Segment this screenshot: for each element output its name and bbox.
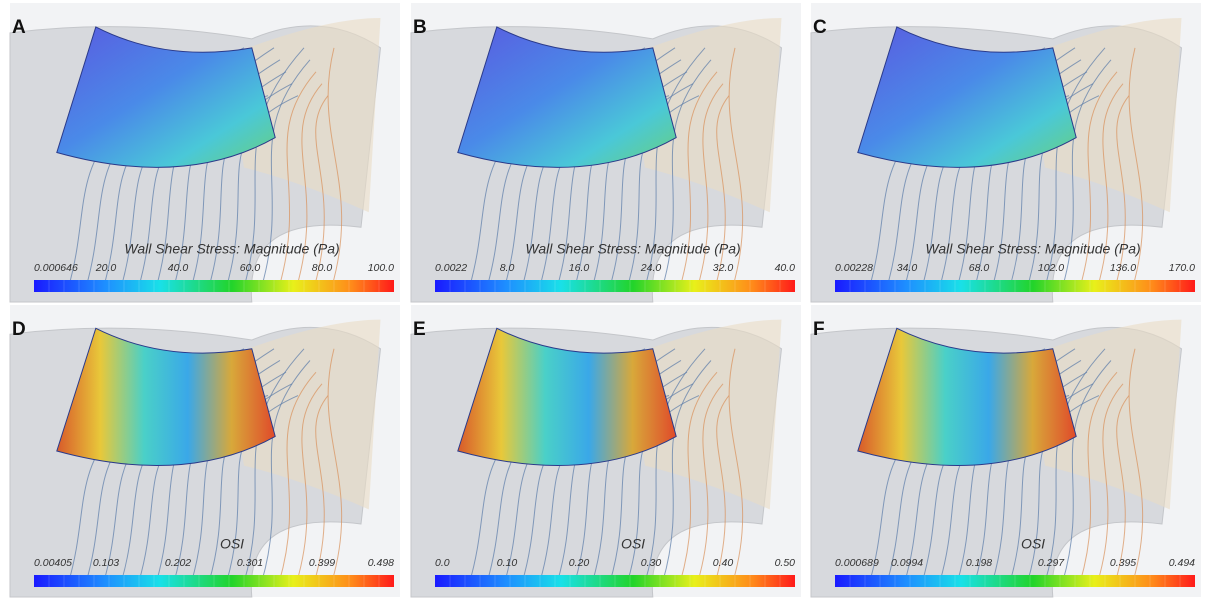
colorbar-tick-label: 0.00405 [34, 557, 72, 569]
colorbar-tick-label: 0.000689 [835, 557, 879, 569]
colorbar-tick-label: 0.20 [569, 557, 590, 569]
colorbar-tick-label: 100.0 [368, 262, 394, 274]
colorbar-title: OSI [1021, 536, 1045, 552]
colorbar-tick-label: 0.30 [641, 557, 662, 569]
colorbar-tick-label: 0.10 [497, 557, 518, 569]
colorbar-tick-label: 20.0 [95, 262, 117, 274]
colorbar-tick-label: 102.0 [1038, 262, 1064, 274]
panel: C Wall Shear Stress: Magnitude (Pa) 0.0022… [811, 3, 1201, 302]
panel-label: D [12, 319, 26, 340]
colorbar-tick-label: 0.399 [309, 557, 335, 569]
panel-label: F [813, 319, 825, 340]
colorbar-tick-label: 32.0 [713, 262, 734, 274]
colorbar-tick-label: 0.0994 [891, 557, 923, 569]
colorbar-tick-label: 24.0 [640, 262, 662, 274]
colorbar-tick-label: 34.0 [897, 262, 918, 274]
colorbar-tick-label: 68.0 [969, 262, 990, 274]
colorbar-tick-label: 170.0 [1169, 262, 1195, 274]
panel-label: A [12, 17, 26, 38]
panel-label: C [813, 17, 827, 38]
colorbar-title: OSI [621, 536, 645, 552]
colorbar-title: Wall Shear Stress: Magnitude (Pa) [124, 241, 339, 257]
colorbar-title: OSI [220, 536, 244, 552]
colorbar-tick-label: 0.00228 [835, 262, 873, 274]
colorbar-tick-label: 0.50 [775, 557, 796, 569]
colorbar-tick-label: 0.198 [966, 557, 992, 569]
panel: B Wall Shear Stress: Magnitude (Pa) 0.0022… [411, 3, 801, 302]
colorbar-tick-label: 0.40 [713, 557, 734, 569]
panel: D OSI 0.00405 0.103 0.202 0.301 0.399 0.498 [10, 305, 400, 597]
colorbar-tick-label: 0.395 [1110, 557, 1136, 569]
colorbar-tick-label: 0.494 [1169, 557, 1195, 569]
colorbar-tick-label: 136.0 [1110, 262, 1136, 274]
colorbar-tick-label: 40.0 [168, 262, 189, 274]
colorbar-title: Wall Shear Stress: Magnitude (Pa) [925, 241, 1140, 257]
colorbar-tick-label: 0.0 [435, 557, 450, 569]
panel: E OSI 0.0 0.10 0.20 0.30 0.40 0.50 [411, 305, 801, 597]
panel: A Wall Shear Stress: Magnitude (Pa) 0.0006… [10, 3, 400, 302]
colorbar-tick-label: 16.0 [569, 262, 590, 274]
colorbar-tick-label: 0.297 [1038, 557, 1065, 569]
figure: A Wall Shear Stress: Magnitude (Pa) 0.0006… [0, 0, 1211, 599]
colorbar-tick-label: 0.498 [368, 557, 394, 569]
colorbar-tick-label: 80.0 [312, 262, 333, 274]
colorbar-tick-label: 40.0 [775, 262, 796, 274]
colorbar-tick-label: 8.0 [500, 262, 515, 274]
colorbar-tick-label: 0.103 [93, 557, 119, 569]
colorbar-title: Wall Shear Stress: Magnitude (Pa) [525, 241, 740, 257]
colorbar-tick-label: 0.000646 [34, 262, 78, 274]
colorbar-tick-label: 60.0 [240, 262, 261, 274]
colorbar-tick-label: 0.202 [165, 557, 191, 569]
panel: F OSI 0.000689 0.0994 0.198 0.297 0.395 0.494 [811, 305, 1201, 597]
colorbar-tick-label: 0.0022 [435, 262, 467, 274]
panel-label: E [413, 319, 426, 340]
panel-label: B [413, 17, 427, 38]
colorbar-tick-label: 0.301 [237, 557, 263, 569]
